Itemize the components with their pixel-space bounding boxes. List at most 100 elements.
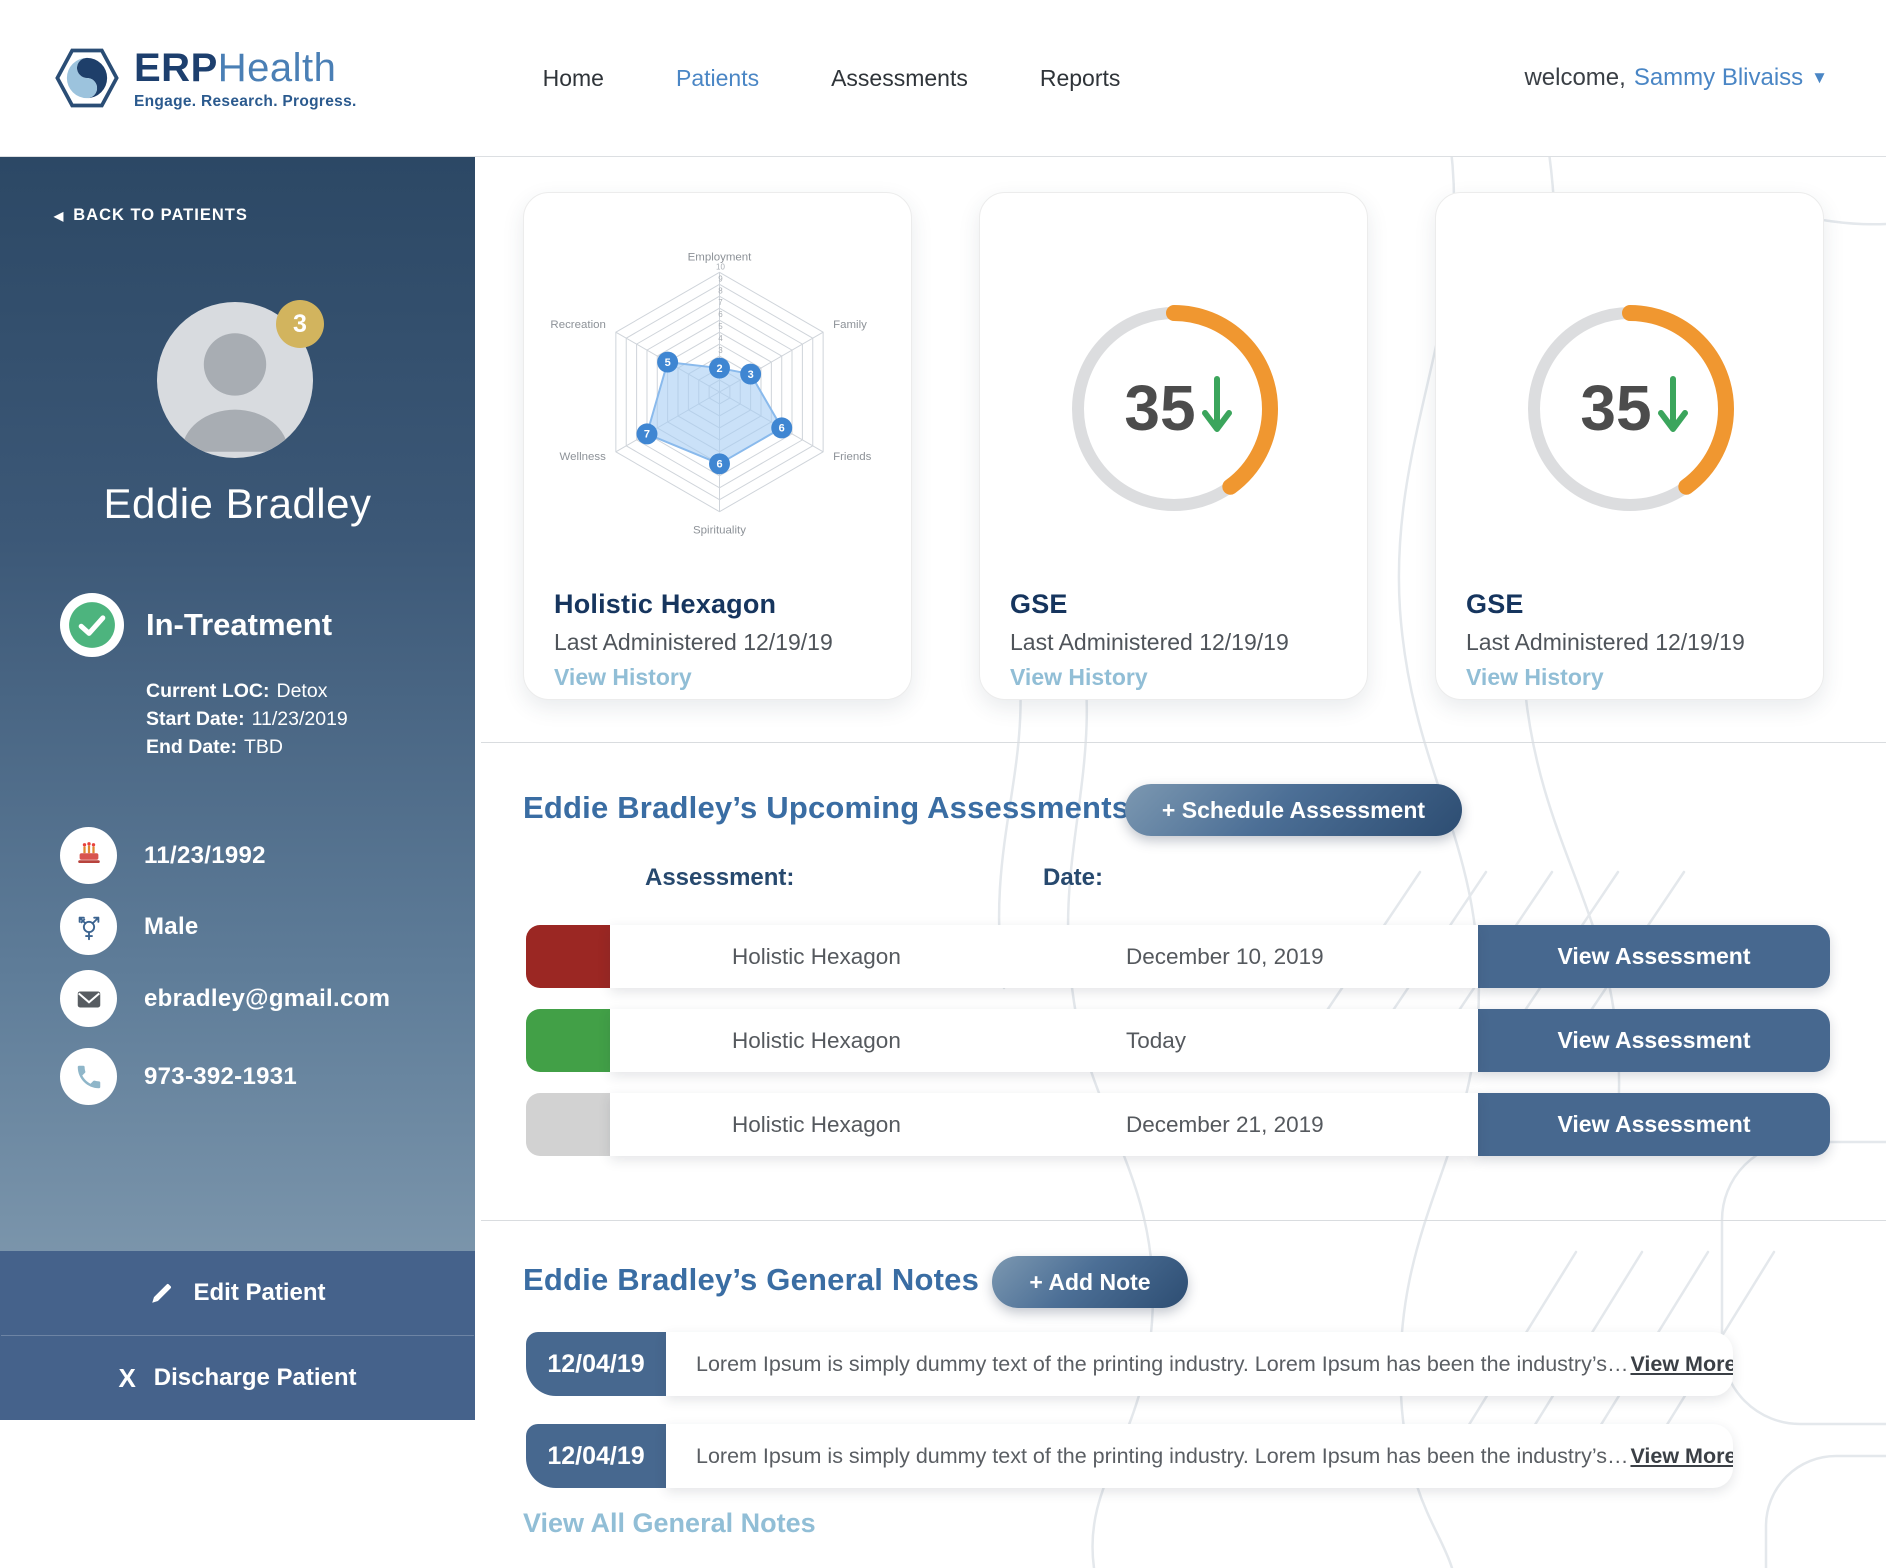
patient-status-row: In-Treatment: [60, 593, 332, 657]
schedule-assessment-button[interactable]: + Schedule Assessment: [1125, 784, 1462, 836]
view-assessment-button[interactable]: View Assessment: [1478, 925, 1830, 988]
svg-text:Friends: Friends: [833, 451, 872, 463]
email-icon: [60, 970, 117, 1027]
gauge-chart: 35: [1070, 305, 1278, 513]
svg-text:9: 9: [718, 274, 723, 283]
column-header-assessment: Assessment:: [645, 864, 795, 891]
discharge-patient-button[interactable]: X Discharge Patient: [118, 1362, 357, 1393]
patient-email: ebradley@gmail.com: [60, 970, 390, 1027]
header: ERPHealth Engage. Research. Progress. Ho…: [0, 0, 1886, 157]
assessment-row: Holistic Hexagon December 10, 2019 View …: [526, 925, 1830, 988]
note-text: Lorem Ipsum is simply dummy text of the …: [696, 1443, 1629, 1468]
note-row: 12/04/19 Lorem Ipsum is simply dummy tex…: [526, 1424, 1733, 1488]
patient-gender: Male: [60, 898, 199, 955]
svg-text:5: 5: [718, 322, 723, 331]
sidebar-actions: Edit Patient X Discharge Patient: [0, 1251, 475, 1420]
person-icon: [181, 333, 289, 452]
svg-text:3: 3: [748, 369, 754, 381]
radar-chart: 12345678910EmploymentFamilyFriendsSpirit…: [550, 251, 872, 537]
svg-text:8: 8: [718, 286, 723, 295]
card-subtitle: Last Administered 12/19/19: [1010, 629, 1289, 655]
gauge-chart: 35: [1526, 305, 1734, 513]
chevron-down-icon: ▼: [1811, 68, 1828, 87]
svg-text:Spirituality: Spirituality: [693, 525, 746, 537]
svg-text:Wellness: Wellness: [560, 451, 607, 463]
svg-text:Employment: Employment: [688, 251, 753, 263]
svg-text:6: 6: [779, 423, 785, 435]
add-note-button[interactable]: + Add Note: [992, 1256, 1188, 1308]
note-date-tab: 12/04/19: [526, 1424, 666, 1488]
logo[interactable]: ERPHealth Engage. Research. Progress.: [54, 42, 357, 114]
view-history-link[interactable]: View History: [1466, 664, 1604, 690]
card-subtitle: Last Administered 12/19/19: [554, 629, 833, 655]
svg-text:10: 10: [716, 262, 725, 271]
gauge-arc: [1070, 305, 1278, 513]
treatment-details: Current LOC: Detox Start Date: 11/23/2019 …: [146, 677, 348, 761]
row-status-tab: [526, 1093, 610, 1156]
welcome-text: welcome,: [1524, 64, 1626, 91]
gauge-arc: [1526, 305, 1734, 513]
back-arrow-icon: ◀: [54, 208, 65, 223]
column-header-date: Date:: [1043, 864, 1104, 891]
patient-name: Eddie Bradley: [103, 480, 372, 527]
status-check-icon: [60, 593, 124, 657]
current-loc: Current LOC: Detox: [146, 680, 328, 702]
main-nav: Home Patients Assessments Reports: [543, 65, 1121, 92]
assessment-date: December 10, 2019: [1126, 943, 1324, 969]
card-title: GSE: [1466, 589, 1524, 619]
patient-birthdate: 11/23/1992: [60, 827, 266, 884]
start-date: Start Date: 11/23/2019: [146, 708, 348, 730]
svg-text:6: 6: [718, 310, 723, 319]
trend-down-icon: [1202, 376, 1232, 432]
general-notes-heading: Eddie Bradley’s General Notes: [523, 1262, 980, 1297]
assessment-card-gse-1: 35 GSE Last Administered 12/19/19 View H…: [979, 192, 1368, 700]
nav-item-assessments[interactable]: Assessments: [831, 64, 968, 91]
view-more-link[interactable]: View More: [1630, 1443, 1733, 1468]
phone-icon: [60, 1048, 117, 1105]
logo-hexagon-icon: [55, 48, 119, 108]
birthday-cake-icon: [60, 827, 117, 884]
assessment-row: Holistic Hexagon December 21, 2019 View …: [526, 1093, 1830, 1156]
view-history-link[interactable]: View History: [1010, 664, 1148, 690]
assessment-name: Holistic Hexagon: [732, 1111, 901, 1137]
user-name: Sammy Blivaiss: [1633, 64, 1804, 91]
discharge-x-icon: X: [118, 1362, 136, 1393]
gender-icon: [60, 898, 117, 955]
view-more-link[interactable]: View More: [1630, 1351, 1733, 1376]
notification-badge: 3: [276, 300, 324, 348]
assessment-date: Today: [1126, 1027, 1187, 1053]
card-title: Holistic Hexagon: [554, 589, 777, 619]
svg-text:Family: Family: [833, 319, 867, 331]
view-all-notes-link[interactable]: View All General Notes: [523, 1508, 816, 1538]
patient-phone: 973-392-1931: [60, 1048, 297, 1105]
note-text: Lorem Ipsum is simply dummy text of the …: [696, 1351, 1629, 1376]
nav-item-patients[interactable]: Patients: [675, 64, 760, 91]
note-date-tab: 12/04/19: [526, 1332, 666, 1396]
user-menu[interactable]: welcome, Sammy Blivaiss ▼: [1524, 64, 1828, 92]
view-assessment-button[interactable]: View Assessment: [1478, 1009, 1830, 1072]
trend-down-icon: [1658, 376, 1688, 432]
svg-text:2: 2: [716, 363, 722, 375]
card-title: GSE: [1010, 589, 1068, 619]
end-date: End Date: TBD: [146, 736, 284, 758]
row-status-tab: [526, 925, 610, 988]
view-history-link[interactable]: View History: [554, 664, 692, 690]
svg-text:7: 7: [644, 429, 650, 441]
patient-sidebar: ◀ BACK TO PATIENTS 3 Eddie Bradley In-Tr…: [0, 157, 475, 1420]
section-divider: [481, 1220, 1886, 1221]
svg-text:5: 5: [665, 357, 671, 369]
svg-text:3: 3: [718, 346, 723, 355]
row-status-tab: [526, 1009, 610, 1072]
back-to-patients-link[interactable]: ◀ BACK TO PATIENTS: [54, 206, 248, 224]
gauge-value: 35: [1124, 372, 1195, 444]
view-assessment-button[interactable]: View Assessment: [1478, 1093, 1830, 1156]
nav-item-home[interactable]: Home: [542, 64, 604, 91]
svg-text:4: 4: [718, 334, 723, 343]
assessment-name: Holistic Hexagon: [732, 943, 901, 969]
divider: [1, 1335, 474, 1336]
nav-item-reports[interactable]: Reports: [1039, 64, 1121, 91]
edit-patient-button[interactable]: Edit Patient: [0, 1251, 475, 1335]
assessment-row: Holistic Hexagon Today View Assessment: [526, 1009, 1830, 1072]
assessment-card-gse-2: 35 GSE Last Administered 12/19/19 View H…: [1435, 192, 1824, 700]
